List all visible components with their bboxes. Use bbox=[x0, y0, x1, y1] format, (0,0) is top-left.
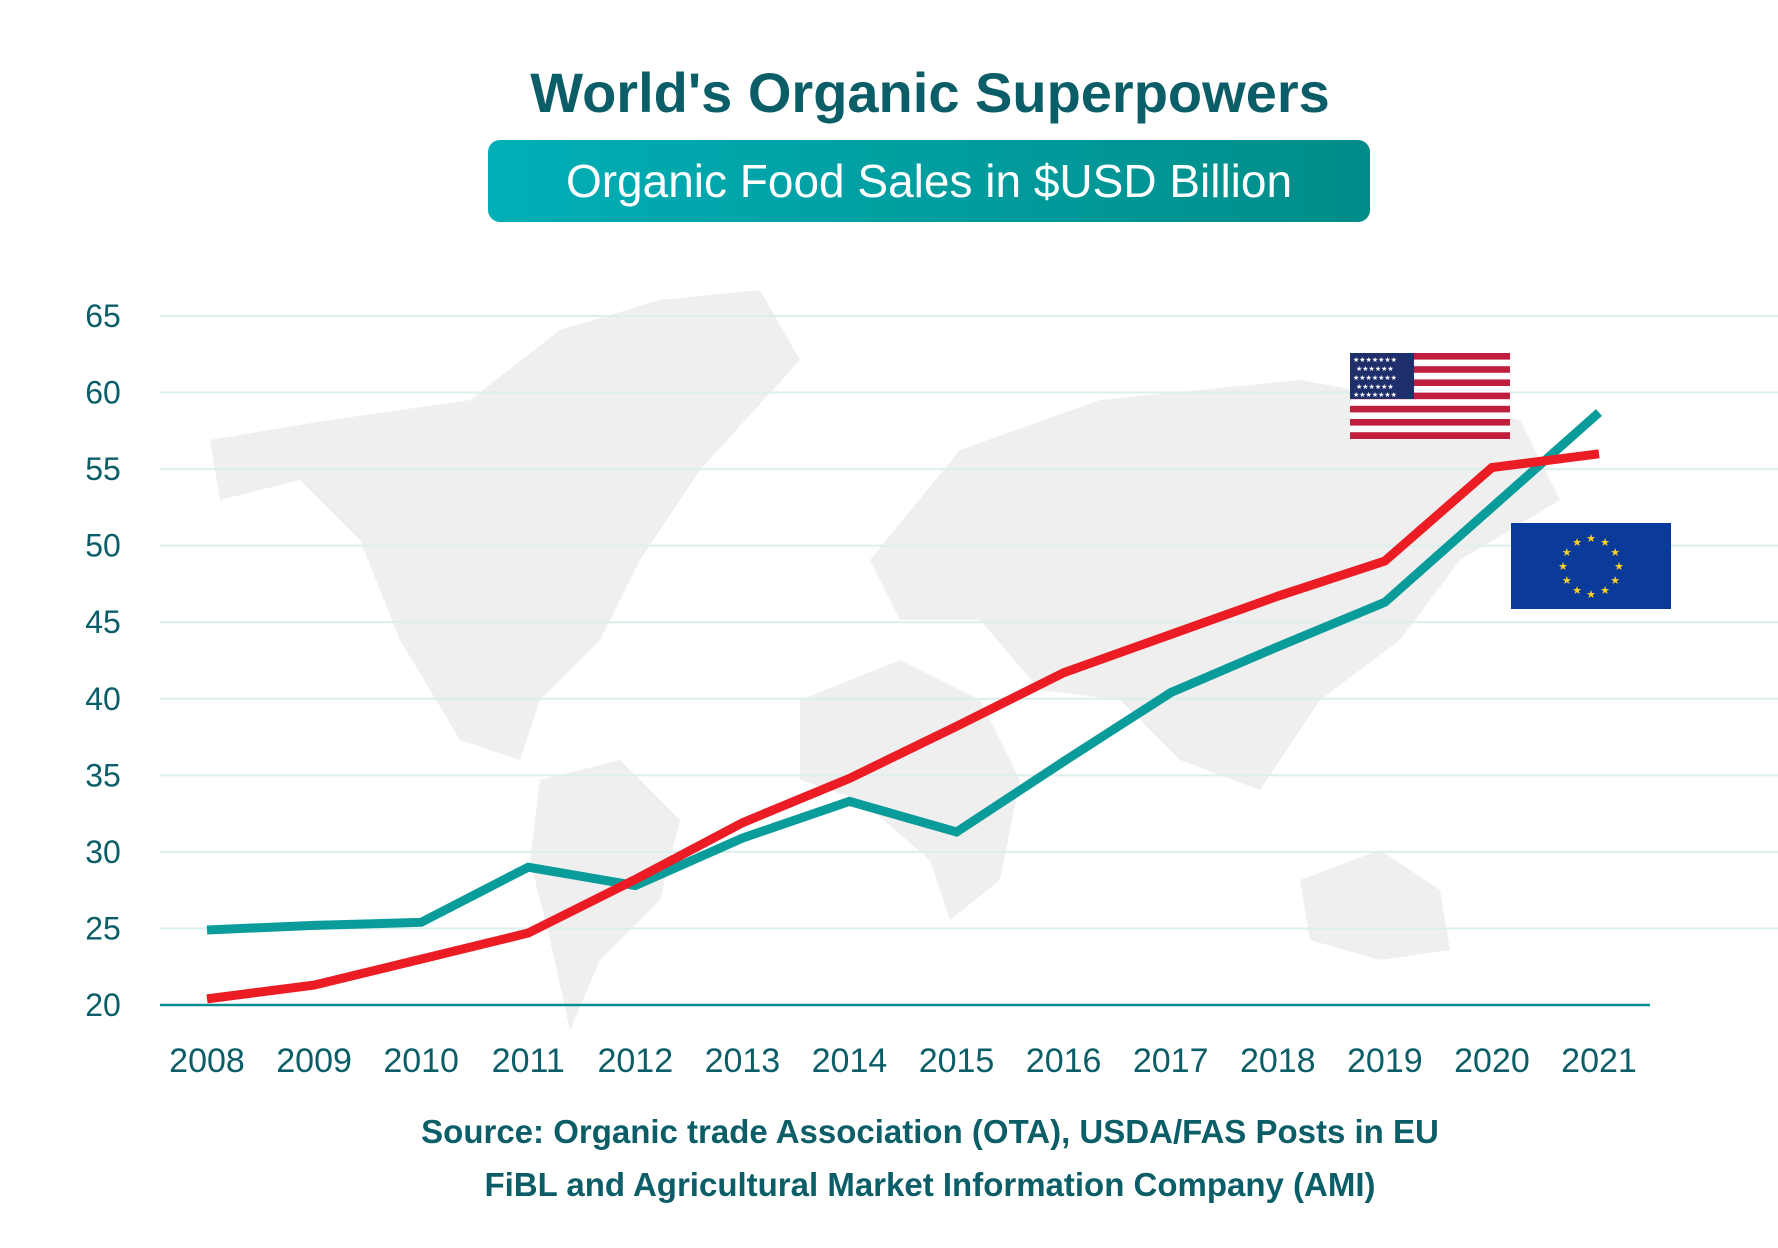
svg-text:★★★★★★: ★★★★★★ bbox=[1356, 383, 1394, 391]
x-tick-label: 2009 bbox=[276, 1042, 352, 1080]
x-tick-label: 2014 bbox=[812, 1042, 888, 1080]
x-tick-label: 2016 bbox=[1026, 1042, 1102, 1080]
eu-star-icon: ★ bbox=[1562, 574, 1572, 587]
x-tick-label: 2020 bbox=[1454, 1042, 1530, 1080]
svg-text:★★★★★★★: ★★★★★★★ bbox=[1353, 356, 1397, 364]
eu-star-icon: ★ bbox=[1610, 574, 1620, 587]
eu-star-icon: ★ bbox=[1586, 588, 1596, 601]
eu-star-icon: ★ bbox=[1586, 532, 1596, 545]
x-tick-label: 2008 bbox=[169, 1042, 245, 1080]
svg-text:★★★★★★: ★★★★★★ bbox=[1356, 365, 1394, 373]
series-lines bbox=[206, 409, 1602, 1004]
x-tick-label: 2019 bbox=[1347, 1042, 1423, 1080]
eu-star-icon: ★ bbox=[1572, 584, 1582, 597]
x-axis-ticks: 2008 2009 2010 2011 2012 2013 2014 2015 2016 2017… bbox=[169, 1042, 1637, 1080]
svg-text:★★★★★★★: ★★★★★★★ bbox=[1353, 391, 1397, 399]
x-tick-label: 2011 bbox=[492, 1042, 565, 1080]
series-line-us bbox=[206, 449, 1600, 1004]
eu-flag-icon: ★ ★★★★★★★★★★★ bbox=[1511, 523, 1671, 609]
y-tick-label: 65 bbox=[85, 298, 121, 334]
y-tick-label: 35 bbox=[85, 757, 121, 793]
eu-star-icon: ★ bbox=[1562, 546, 1572, 559]
chart-subtitle: Organic Food Sales in $USD Billion bbox=[566, 155, 1292, 207]
y-tick-label: 25 bbox=[85, 910, 121, 946]
y-axis-ticks: 20 25 30 35 40 45 50 55 60 65 bbox=[85, 298, 121, 1023]
y-tick-label: 40 bbox=[85, 681, 121, 717]
x-tick-label: 2010 bbox=[383, 1042, 459, 1080]
eu-star-icon: ★ bbox=[1558, 560, 1568, 573]
eu-star-icon: ★ bbox=[1572, 536, 1582, 549]
y-tick-label: 20 bbox=[85, 987, 121, 1023]
y-tick-label: 50 bbox=[85, 528, 121, 564]
y-tick-label: 30 bbox=[85, 834, 121, 870]
svg-text:★★★★★★★: ★★★★★★★ bbox=[1353, 374, 1397, 382]
eu-star-icon: ★ bbox=[1600, 536, 1610, 549]
y-tick-label: 45 bbox=[85, 604, 121, 640]
subtitle-badge bbox=[488, 140, 1370, 222]
y-tick-label: 55 bbox=[85, 451, 121, 487]
eu-star-icon: ★ bbox=[1610, 546, 1620, 559]
x-tick-label: 2015 bbox=[919, 1042, 995, 1080]
x-tick-label: 2012 bbox=[597, 1042, 673, 1080]
x-tick-label: 2013 bbox=[705, 1042, 781, 1080]
eu-star-icon: ★ bbox=[1600, 584, 1610, 597]
chart-title: World's Organic Superpowers bbox=[530, 61, 1330, 124]
y-tick-label: 60 bbox=[85, 375, 121, 411]
x-tick-label: 2021 bbox=[1561, 1042, 1637, 1080]
x-tick-label: 2018 bbox=[1240, 1042, 1316, 1080]
series-line-eu bbox=[206, 409, 1602, 935]
source-line-1: Source: Organic trade Association (OTA),… bbox=[421, 1113, 1439, 1150]
source-line-2: FiBL and Agricultural Market Information… bbox=[484, 1166, 1375, 1203]
x-tick-label: 2017 bbox=[1133, 1042, 1209, 1080]
us-flag-icon: ★★★★★★★★★★★★★★★★★★★★ ★★★★★★★★★★★★★ bbox=[1350, 353, 1510, 439]
eu-star-icon: ★ bbox=[1614, 560, 1624, 573]
